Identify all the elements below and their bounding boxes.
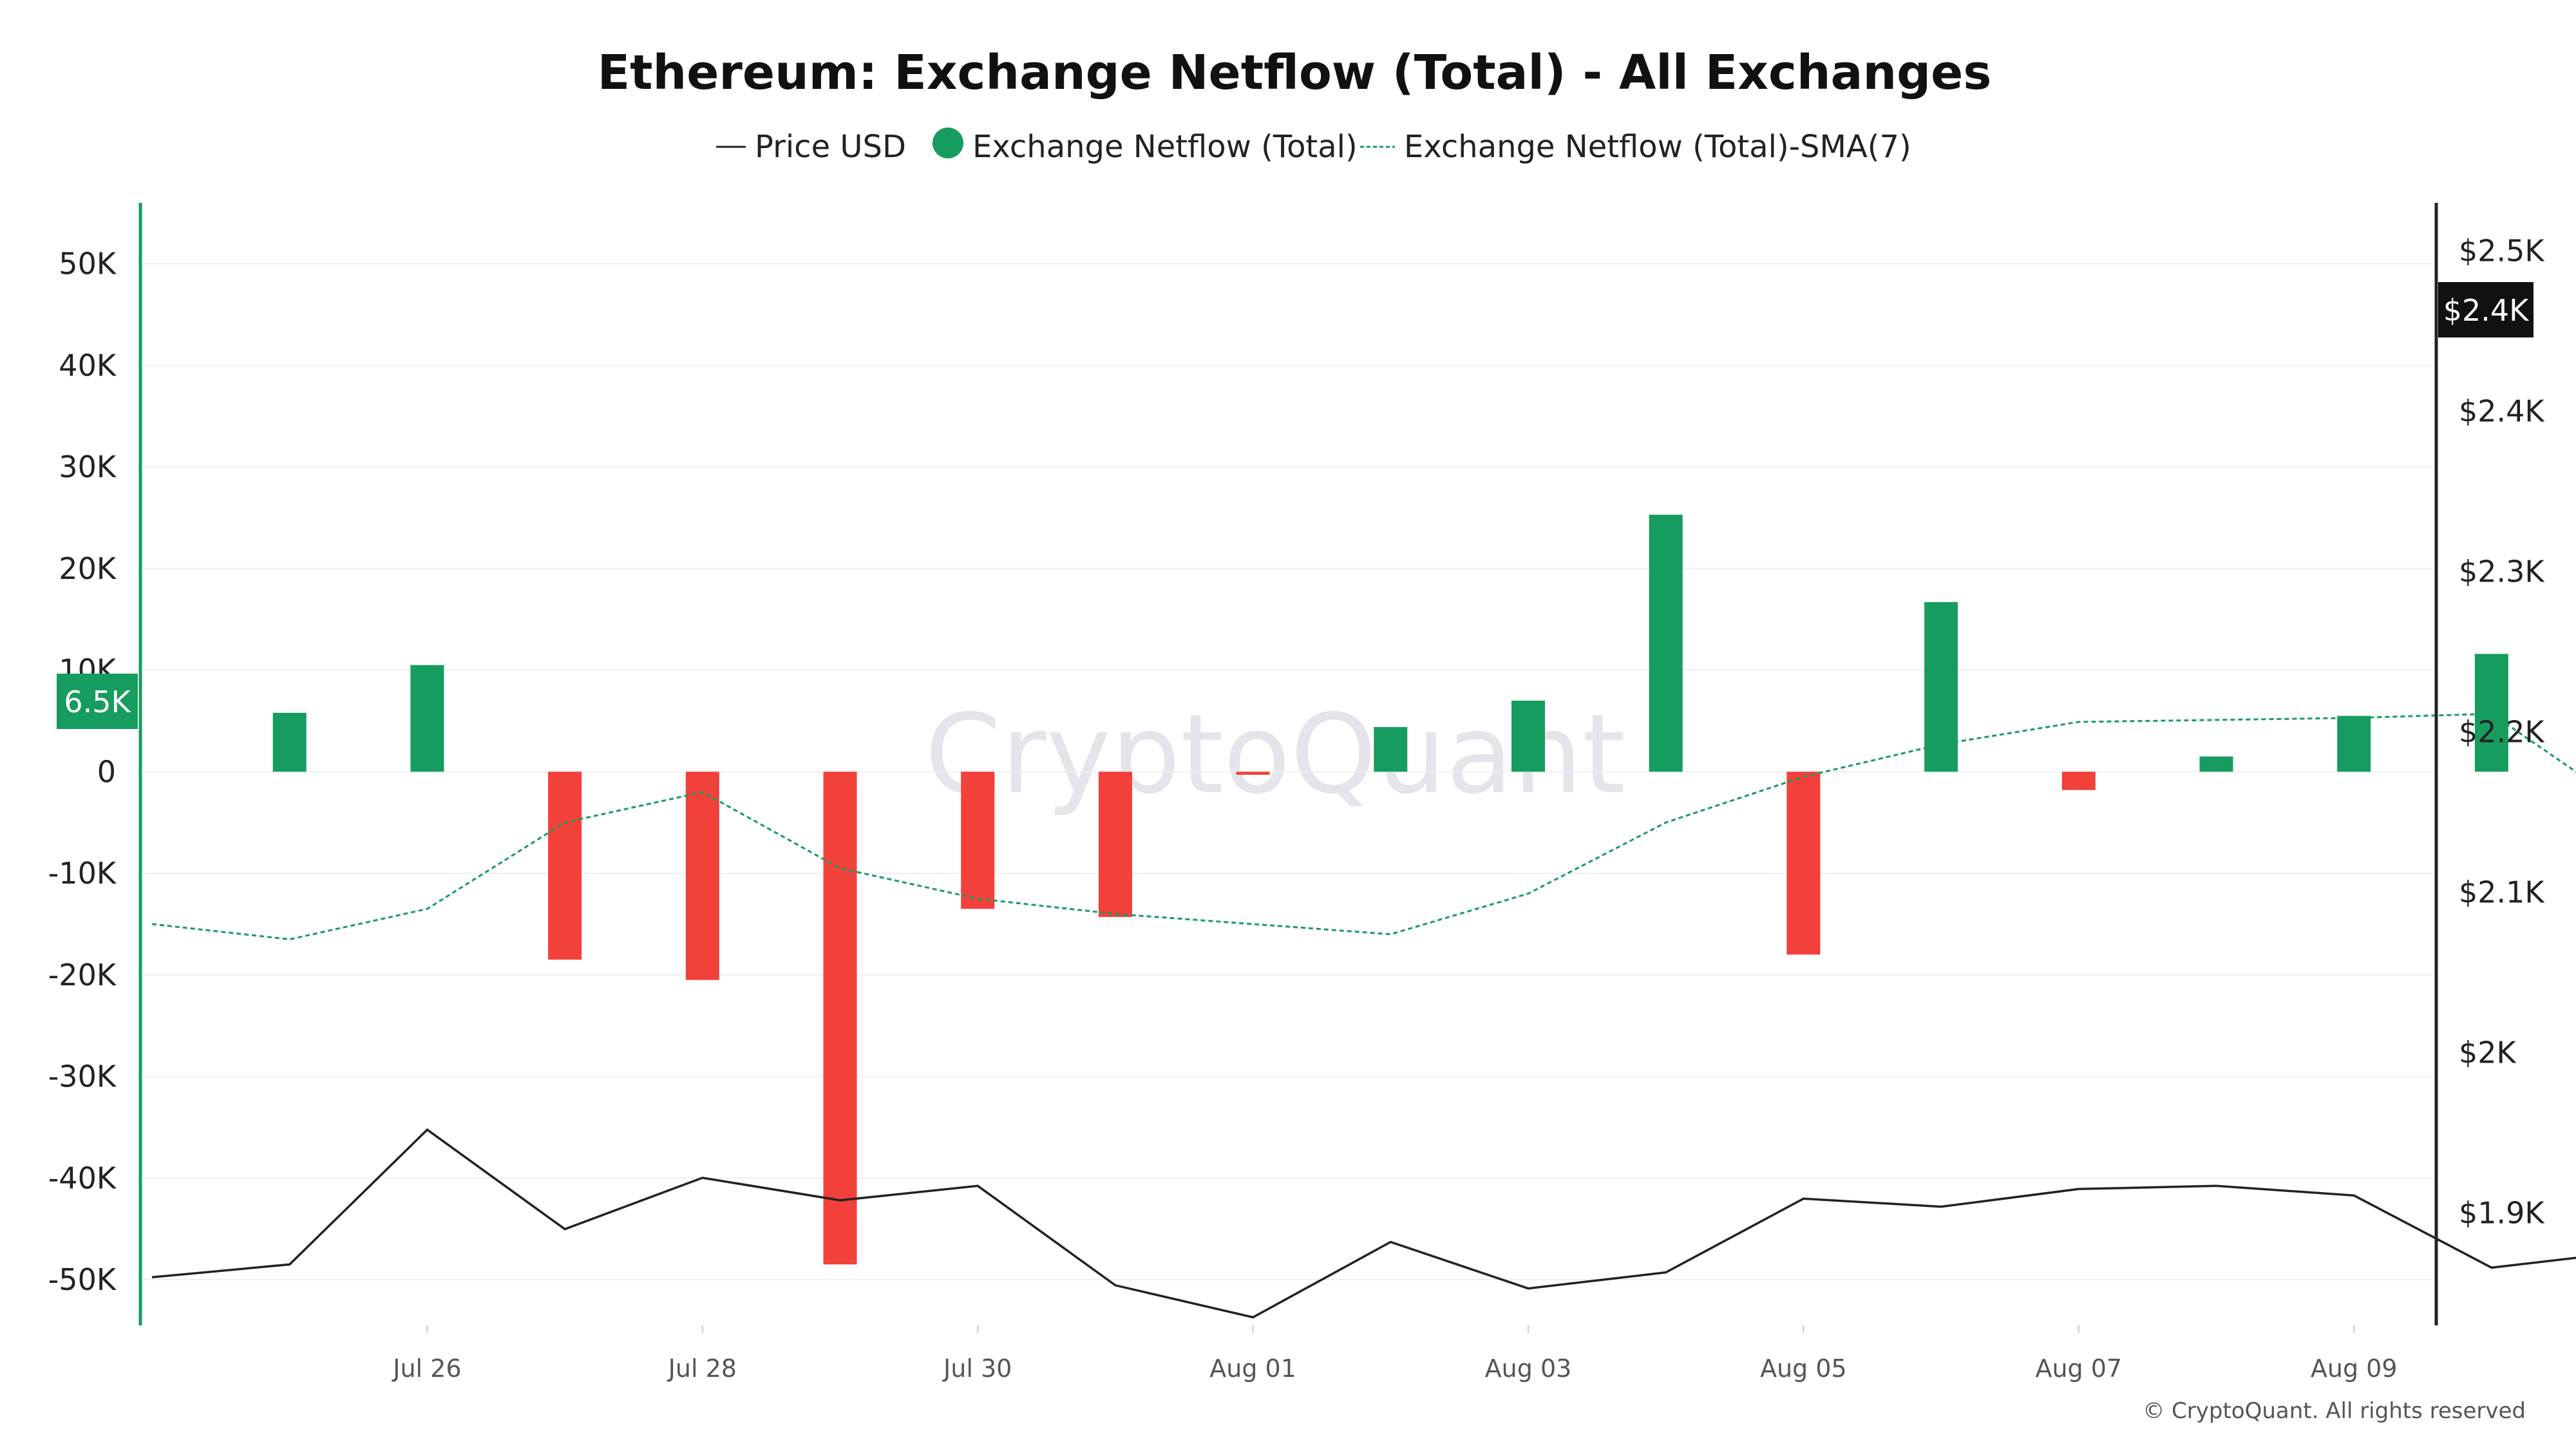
netflow-bar xyxy=(1649,515,1683,772)
right-tick-label: $2.1K xyxy=(2459,875,2545,910)
chart-title: Ethereum: Exchange Netflow (Total) - All… xyxy=(598,45,1992,100)
netflow-bar xyxy=(2199,756,2233,772)
netflow-bar xyxy=(410,665,444,772)
netflow-bar xyxy=(1098,772,1132,917)
left-tick-label: 0 xyxy=(97,754,116,789)
copyright: © CryptoQuant. All rights reserved xyxy=(2143,1398,2526,1424)
left-tick-label: 20K xyxy=(59,551,117,586)
right-tick-label: $2.4K xyxy=(2459,394,2545,429)
netflow-bar xyxy=(2337,715,2371,772)
current-price-label: $2.4K xyxy=(2443,293,2530,328)
left-tick-label: 40K xyxy=(59,348,117,383)
x-axis-ticks: Jul 26 Jul 28 Jul 30 Aug 01 Aug 03 Aug 05 Aug … xyxy=(392,1325,2398,1383)
x-tick-label: Aug 07 xyxy=(2035,1354,2122,1383)
current-netflow-badge: 6.5K xyxy=(57,674,138,729)
legend-price-label: Price USD xyxy=(755,129,906,165)
x-tick-label: Aug 05 xyxy=(1760,1354,1847,1383)
netflow-bar xyxy=(685,772,719,980)
right-tick-label: $2K xyxy=(2459,1036,2517,1070)
x-tick-label: Aug 03 xyxy=(1485,1354,1572,1383)
left-tick-label: -20K xyxy=(48,958,117,992)
netflow-bar xyxy=(1786,772,1821,955)
x-tick-label: Aug 01 xyxy=(1209,1354,1296,1383)
legend-netflow-label: Exchange Netflow (Total) xyxy=(972,129,1358,165)
left-tick-label: -50K xyxy=(48,1262,117,1297)
left-tick-label: -10K xyxy=(48,856,117,891)
netflow-bar xyxy=(1511,700,1545,772)
x-tick-label: Jul 30 xyxy=(942,1354,1012,1383)
right-tick-label: $2.3K xyxy=(2459,554,2545,589)
right-tick-label: $1.9K xyxy=(2459,1196,2545,1231)
netflow-bar xyxy=(1374,726,1408,772)
legend: Price USD Exchange Netflow (Total) Excha… xyxy=(716,128,1911,165)
gridlines xyxy=(140,263,2436,1281)
netflow-bar xyxy=(823,772,857,1265)
right-axis-ticks: $2.5K $2.4K $2.3K $2.2K $2.1K $2K $1.9K xyxy=(2459,234,2545,1231)
netflow-bar xyxy=(548,772,582,960)
netflow-bar xyxy=(1236,772,1270,775)
netflow-bar xyxy=(2474,654,2508,772)
netflow-bar xyxy=(272,712,307,772)
x-tick-label: Jul 28 xyxy=(667,1354,737,1383)
legend-netflow-swatch xyxy=(933,128,963,158)
current-price-badge: $2.4K xyxy=(2438,282,2533,337)
legend-sma-label: Exchange Netflow (Total)-SMA(7) xyxy=(1404,129,1911,165)
left-tick-label: -30K xyxy=(48,1059,117,1094)
netflow-bar xyxy=(961,772,995,909)
x-tick-label: Jul 26 xyxy=(392,1354,461,1383)
netflow-bar xyxy=(1924,601,1958,772)
current-netflow-label: 6.5K xyxy=(64,685,131,719)
left-tick-label: 30K xyxy=(59,450,117,484)
left-tick-label: -40K xyxy=(48,1160,117,1195)
x-tick-label: Aug 09 xyxy=(2311,1354,2398,1383)
watermark: CryptoQuant xyxy=(925,691,1625,819)
right-tick-label: $2.5K xyxy=(2459,234,2545,269)
left-tick-label: 50K xyxy=(59,247,117,281)
price-line xyxy=(151,1128,2576,1319)
right-tick-label: $2.2K xyxy=(2459,715,2545,750)
netflow-bar xyxy=(2061,772,2096,790)
